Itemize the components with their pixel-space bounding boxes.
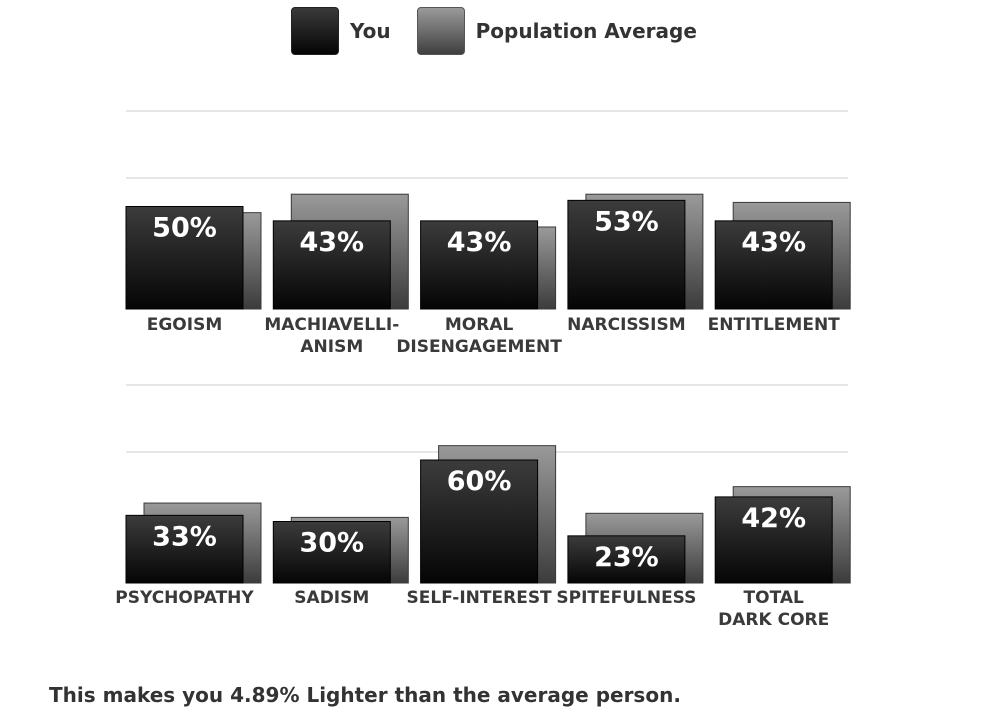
data-label: 60% — [447, 466, 512, 497]
category-label: NARCISSISM — [567, 315, 686, 335]
category-label-line: DISENGAGEMENT — [396, 337, 562, 357]
data-label: 50% — [152, 213, 217, 244]
bar-you — [567, 199, 686, 310]
data-label: 23% — [594, 542, 659, 573]
category-label: PSYCHOPATHY — [115, 588, 254, 608]
bar-you — [420, 459, 539, 584]
data-label: 43% — [741, 227, 806, 258]
bar-you — [125, 514, 244, 584]
data-label: 33% — [152, 521, 217, 552]
legend-label-you: You — [350, 19, 391, 43]
category-label: TOTAL DARK CORE — [718, 588, 829, 630]
category-label-line: ENTITLEMENT — [708, 315, 841, 335]
data-label: 42% — [741, 503, 806, 534]
category-label-line: MACHIAVELLI- — [264, 315, 399, 335]
bar-you — [714, 220, 833, 310]
legend-swatch-average — [416, 7, 465, 55]
category-label: MORAL DISENGAGEMENT — [396, 315, 562, 357]
category-label-line: SELF-INTEREST — [407, 588, 553, 608]
legend-item-average: Population Average — [416, 7, 697, 55]
summary-text: This makes you 4.89% Lighter than the av… — [49, 683, 681, 707]
chart-legend: You Population Average — [291, 7, 697, 55]
bar-you — [272, 521, 391, 584]
legend-swatch-you — [291, 7, 339, 55]
category-label-line: NARCISSISM — [567, 315, 686, 335]
category-label: ENTITLEMENT — [708, 315, 841, 335]
bar-you — [125, 206, 244, 310]
category-label-line: MORAL — [445, 315, 514, 335]
legend-item-you: You — [291, 7, 391, 55]
category-label: EGOISM — [147, 315, 223, 335]
data-label: 43% — [447, 227, 512, 258]
data-label: 30% — [299, 528, 364, 559]
legend-label-average: Population Average — [475, 19, 697, 43]
bar-you — [272, 220, 391, 310]
data-label: 53% — [594, 206, 659, 237]
category-label-line: ANISM — [300, 337, 363, 357]
category-label-line: EGOISM — [147, 315, 223, 335]
category-label-line: SADISM — [294, 588, 369, 608]
bar-you — [714, 496, 833, 584]
category-label-line: DARK CORE — [718, 610, 829, 630]
category-label: MACHIAVELLI-ANISM — [264, 315, 399, 357]
category-label-line: SPITEFULNESS — [556, 588, 696, 608]
category-label-line: PSYCHOPATHY — [115, 588, 254, 608]
category-label-line: TOTAL — [744, 588, 804, 608]
bar-you — [567, 535, 686, 584]
bar-you — [420, 220, 539, 310]
category-label: SADISM — [294, 588, 369, 608]
category-label: SELF-INTEREST — [407, 588, 553, 608]
data-label: 43% — [299, 227, 364, 258]
bar-chart: 50% EGOISM 43% MACHIAVELLI-ANISM 43% MORAL DIS… — [115, 110, 851, 630]
category-label: SPITEFULNESS — [556, 588, 696, 608]
